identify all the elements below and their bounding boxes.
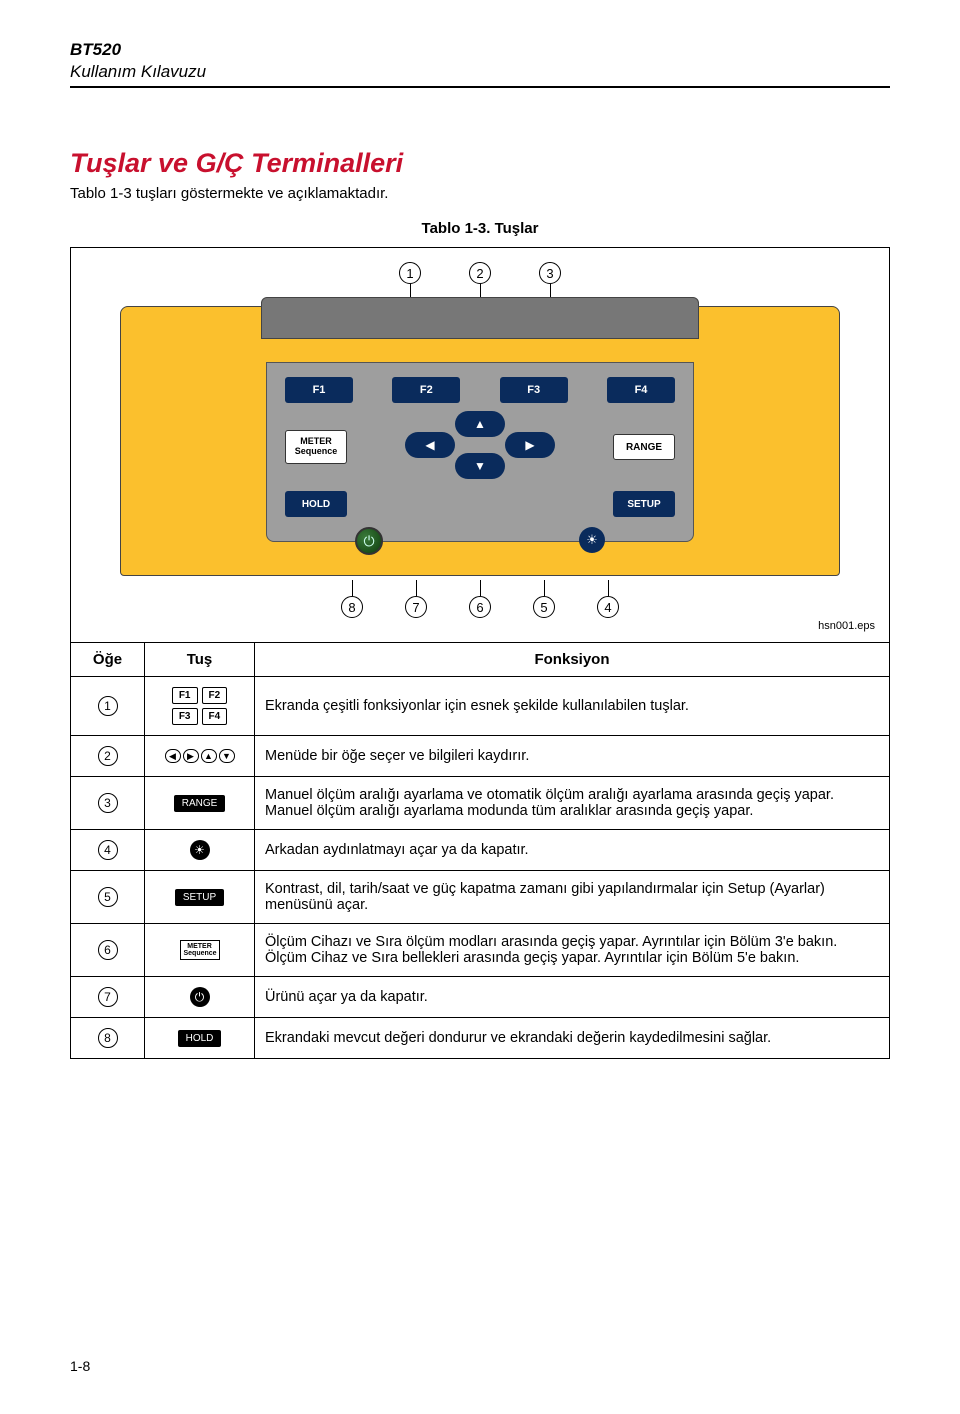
power-key-icon: ⏻: [190, 987, 210, 1007]
header-rule: [70, 86, 890, 88]
f2-key: F2: [392, 377, 460, 403]
f3-label: F3: [172, 708, 198, 725]
col-fonk-header: Fonksiyon: [255, 643, 889, 676]
callout-5: 5: [533, 596, 555, 618]
f1-label: F1: [172, 687, 198, 704]
row-num: 2: [98, 746, 118, 766]
table-row: 6 METER Sequence Ölçüm Cihazı ve Sıra öl…: [70, 924, 890, 977]
f3-key: F3: [500, 377, 568, 403]
range-icon: RANGE: [174, 795, 226, 812]
eps-note: hsn001.eps: [85, 620, 875, 632]
callout-2: 2: [469, 262, 491, 284]
meter-line2: Sequence: [184, 950, 216, 957]
callout-8: 8: [341, 596, 363, 618]
row-num: 3: [98, 793, 118, 813]
table-row: 2 ◀▶▲▼ Menüde bir öğe seçer ve bilgileri…: [70, 736, 890, 777]
arrow-left: ◀: [405, 432, 455, 458]
table-row: 1 F1 F2 F3 F4 Ekranda çeşitli fonksiyonl…: [70, 677, 890, 736]
row-desc: Ürünü açar ya da kapatır.: [255, 977, 889, 1017]
table-row: 7 ⏻ Ürünü açar ya da kapatır.: [70, 977, 890, 1018]
col-tus-header: Tuş: [145, 643, 255, 676]
f1-key: F1: [285, 377, 353, 403]
hold-key: HOLD: [285, 491, 347, 517]
header-model: BT520: [70, 40, 890, 60]
table-row: 8 HOLD Ekrandaki mevcut değeri dondurur …: [70, 1018, 890, 1059]
row-num: 5: [98, 887, 118, 907]
f2-label: F2: [202, 687, 228, 704]
f4-label: F4: [202, 708, 228, 725]
table-header: Öğe Tuş Fonksiyon: [70, 643, 890, 677]
callouts-top: 1 2 3: [85, 262, 875, 302]
callout-4: 4: [597, 596, 619, 618]
keypad: F1 F2 F3 F4 METER Sequence ▲ ▼ ◀: [266, 362, 694, 542]
callout-7: 7: [405, 596, 427, 618]
row-desc: Ekrandaki mevcut değeri dondurur ve ekra…: [255, 1018, 889, 1058]
table-row: 5 SETUP Kontrast, dil, tarih/saat ve güç…: [70, 871, 890, 924]
row-num: 7: [98, 987, 118, 1007]
row-desc: Kontrast, dil, tarih/saat ve güç kapatma…: [255, 871, 889, 923]
arrow-pad: ▲ ▼ ◀ ▶: [405, 411, 555, 479]
meter-key-icon: METER Sequence: [180, 940, 220, 960]
section-subtitle: Tablo 1-3 tuşları göstermekte ve açıklam…: [70, 185, 890, 202]
power-icon: ⏻: [355, 527, 383, 555]
hold-icon: HOLD: [178, 1030, 222, 1047]
row-num: 8: [98, 1028, 118, 1048]
arrow-down: ▼: [455, 453, 505, 479]
row-num: 4: [98, 840, 118, 860]
table-row: 4 ☀ Arkadan aydınlatmayı açar ya da kapa…: [70, 830, 890, 871]
arrow-up: ▲: [455, 411, 505, 437]
row-desc: Ekranda çeşitli fonksiyonlar için esnek …: [255, 677, 889, 735]
meter-seq-key: METER Sequence: [285, 430, 347, 464]
table-row: 3 RANGE Manuel ölçüm aralığı ayarlama ve…: [70, 777, 890, 830]
sequence-label: Sequence: [286, 447, 346, 457]
callouts-bottom: 8 7 6 5 4: [85, 580, 875, 618]
row-num: 1: [98, 696, 118, 716]
row-desc: Ölçüm Cihazı ve Sıra ölçüm modları arası…: [255, 924, 889, 976]
section-title: Tuşlar ve G/Ç Terminalleri: [70, 148, 890, 179]
device-illustration: F1 F2 F3 F4 METER Sequence ▲ ▼ ◀: [120, 306, 840, 576]
callout-3: 3: [539, 262, 561, 284]
setup-icon: SETUP: [175, 889, 224, 906]
meter-line1: METER: [184, 943, 216, 950]
row-desc: Menüde bir öğe seçer ve bilgileri kaydır…: [255, 736, 889, 776]
range-key: RANGE: [613, 434, 675, 460]
backlight-key-icon: ☀: [190, 840, 210, 860]
fkeys-icon: F1 F2 F3 F4: [172, 687, 227, 725]
row-desc: Arkadan aydınlatmayı açar ya da kapatır.: [255, 830, 889, 870]
backlight-icon: ☀: [579, 527, 605, 553]
f4-key: F4: [607, 377, 675, 403]
callout-6: 6: [469, 596, 491, 618]
row-num: 6: [98, 940, 118, 960]
row-desc: Manuel ölçüm aralığı ayarlama ve otomati…: [255, 777, 889, 829]
header-doc: Kullanım Kılavuzu: [70, 62, 890, 82]
setup-key: SETUP: [613, 491, 675, 517]
table-caption: Tablo 1-3. Tuşlar: [70, 220, 890, 237]
page-number: 1-8: [70, 1358, 90, 1374]
arrow-right: ▶: [505, 432, 555, 458]
figure-container: 1 2 3 F1 F2 F3 F4 METER Sequence: [70, 247, 890, 643]
col-oge-header: Öğe: [71, 643, 145, 676]
arrows-icon: ◀▶▲▼: [165, 749, 235, 763]
callout-1: 1: [399, 262, 421, 284]
